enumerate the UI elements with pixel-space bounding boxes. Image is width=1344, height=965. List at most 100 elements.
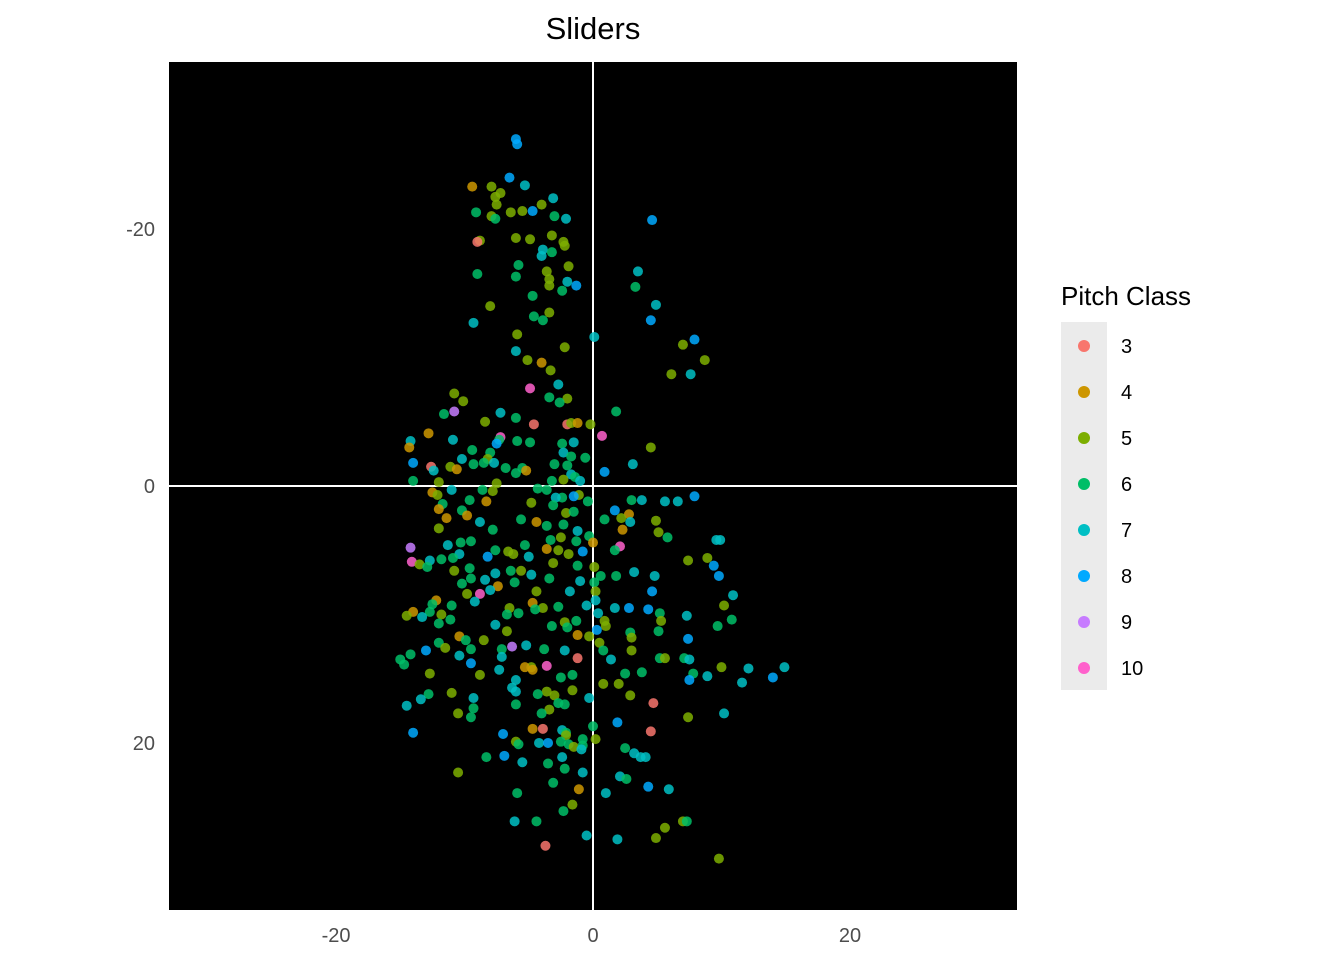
scatter-point bbox=[581, 830, 592, 841]
scatter-point bbox=[468, 693, 479, 703]
scatter-point bbox=[620, 668, 631, 679]
scatter-point bbox=[487, 486, 498, 497]
scatter-point bbox=[465, 658, 476, 669]
scatter-point bbox=[458, 396, 469, 407]
scatter-point bbox=[489, 457, 500, 468]
scatter-point bbox=[572, 418, 583, 429]
legend-label: 4 bbox=[1121, 382, 1132, 404]
scatter-point bbox=[465, 536, 476, 547]
scatter-point bbox=[465, 712, 476, 723]
scatter-point bbox=[708, 560, 719, 571]
scatter-point bbox=[554, 397, 565, 408]
scatter-point bbox=[591, 624, 602, 635]
scatter-point bbox=[620, 743, 631, 754]
scatter-point bbox=[672, 496, 683, 507]
scatter-point bbox=[562, 276, 573, 287]
scatter-point bbox=[526, 497, 537, 508]
scatter-point bbox=[496, 644, 507, 655]
scatter-point bbox=[537, 603, 548, 614]
scatter-point bbox=[505, 207, 516, 218]
scatter-point bbox=[494, 664, 505, 675]
scatter-point bbox=[464, 563, 475, 574]
scatter-point bbox=[420, 645, 431, 656]
scatter-point bbox=[567, 685, 578, 696]
scatter-point bbox=[517, 206, 528, 217]
scatter-point bbox=[595, 570, 606, 581]
scatter-point bbox=[609, 545, 620, 556]
scatter-point bbox=[536, 357, 547, 368]
scatter-point bbox=[491, 199, 502, 210]
scatter-point bbox=[654, 608, 665, 619]
scatter-point bbox=[557, 438, 568, 449]
scatter-point bbox=[572, 630, 583, 641]
scatter-point bbox=[532, 689, 543, 700]
scatter-point bbox=[474, 669, 485, 680]
scatter-point bbox=[715, 534, 726, 545]
legend-swatch bbox=[1078, 570, 1090, 582]
scatter-point bbox=[594, 637, 605, 648]
scatter-point bbox=[548, 777, 559, 788]
scatter-point bbox=[469, 596, 480, 607]
scatter-point bbox=[532, 483, 543, 494]
scatter-point bbox=[743, 663, 754, 674]
scatter-point bbox=[531, 586, 542, 597]
scatter-point bbox=[636, 667, 647, 678]
scatter-point bbox=[689, 334, 700, 345]
scatter-point bbox=[549, 690, 560, 701]
scatter-point bbox=[510, 233, 521, 244]
scatter-point bbox=[446, 687, 457, 698]
scatter-point bbox=[465, 573, 476, 584]
scatter-point bbox=[528, 311, 539, 322]
scatter-point bbox=[683, 712, 694, 723]
scatter-point bbox=[685, 369, 696, 380]
scatter-point bbox=[702, 671, 713, 682]
y-axis-ticks: -20 0 20 bbox=[126, 219, 155, 755]
scatter-point bbox=[647, 586, 658, 597]
scatter-point bbox=[600, 788, 611, 799]
scatter-point bbox=[465, 644, 476, 655]
scatter-point bbox=[582, 496, 593, 507]
scatter-point bbox=[447, 552, 458, 563]
scatter-point bbox=[512, 329, 523, 340]
scatter-point bbox=[408, 457, 419, 468]
scatter-point bbox=[474, 588, 485, 599]
scatter-point bbox=[612, 717, 623, 728]
scatter-point bbox=[564, 586, 575, 597]
scatter-point bbox=[406, 556, 417, 567]
scatter-point bbox=[422, 561, 433, 572]
scatter-point bbox=[650, 833, 661, 844]
legend-swatch bbox=[1078, 386, 1090, 398]
scatter-point bbox=[636, 495, 647, 506]
scatter-point bbox=[540, 840, 551, 851]
scatter-point bbox=[491, 438, 502, 449]
scatter-point bbox=[525, 383, 536, 394]
scatter-point bbox=[561, 507, 572, 518]
scatter-point bbox=[546, 247, 557, 258]
scatter-point bbox=[571, 615, 582, 626]
scatter-point bbox=[549, 459, 560, 470]
scatter-point bbox=[629, 567, 640, 578]
scatter-point bbox=[609, 505, 620, 516]
scatter-point bbox=[537, 315, 548, 326]
scatter-point bbox=[440, 642, 451, 653]
scatter-point bbox=[523, 551, 534, 562]
scatter-point bbox=[548, 193, 559, 204]
scatter-point bbox=[767, 672, 778, 683]
scatter-point bbox=[548, 558, 559, 569]
scatter-point bbox=[617, 524, 628, 535]
scatter-point bbox=[408, 475, 419, 486]
scatter-point bbox=[625, 516, 636, 527]
scatter-point bbox=[442, 540, 453, 551]
legend-swatch bbox=[1078, 662, 1090, 674]
scatter-point bbox=[548, 500, 559, 511]
scatter-point bbox=[623, 603, 634, 614]
scatter-point bbox=[462, 588, 473, 599]
scatter-point bbox=[589, 561, 600, 572]
scatter-point bbox=[558, 806, 569, 817]
scatter-point bbox=[577, 767, 588, 778]
scatter-point bbox=[712, 621, 723, 632]
legend-key-background bbox=[1061, 322, 1107, 690]
scatter-point bbox=[541, 266, 552, 277]
